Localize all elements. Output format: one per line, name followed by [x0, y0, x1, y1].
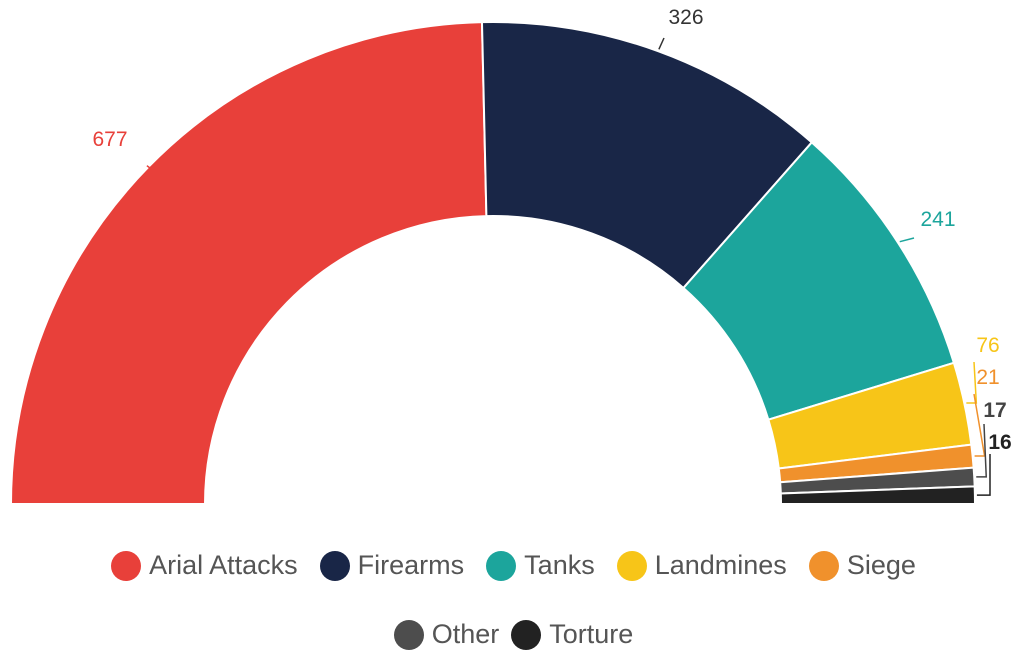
data-label-firearms: 326 — [668, 6, 703, 29]
legend-item-torture[interactable]: Torture — [511, 619, 633, 650]
data-label-landmines: 76 — [976, 334, 999, 357]
leader-line-other — [976, 423, 988, 478]
leader-line-arial-attacks — [146, 165, 151, 169]
data-label-torture: 16 — [988, 431, 1011, 454]
slice-torture[interactable] — [779, 485, 977, 505]
legend-item-tanks[interactable]: Tanks — [486, 550, 595, 581]
data-label-tanks: 241 — [920, 208, 955, 231]
leader-line-tanks — [899, 237, 915, 243]
legend-swatch-torture — [511, 619, 542, 650]
legend-row-1: Arial Attacks Firearms Tanks Landmines Siege — [0, 550, 1027, 581]
legend-swatch-other — [393, 619, 424, 650]
leader-line-firearms — [658, 37, 665, 50]
legend-label-torture: Torture — [549, 619, 634, 649]
leader-line-group — [146, 37, 991, 496]
legend-label-landmines: Landmines — [654, 550, 787, 580]
legend-item-other[interactable]: Other — [393, 619, 500, 650]
legend-label-other: Other — [431, 619, 500, 649]
leader-line-landmines — [966, 361, 978, 404]
legend-swatch-tanks — [486, 550, 517, 581]
legend-item-firearms[interactable]: Firearms — [319, 550, 465, 581]
slice-arial-attacks[interactable] — [9, 21, 488, 505]
data-label-arial-attacks: 677 — [92, 128, 127, 151]
data-label-other: 17 — [983, 399, 1006, 422]
data-label-group: 677 326 241 76 21 17 16 — [92, 6, 1011, 454]
legend-item-landmines[interactable]: Landmines — [616, 550, 787, 581]
slice-group — [9, 21, 977, 505]
legend-swatch-siege — [808, 550, 839, 581]
legend-swatch-arial-attacks — [111, 550, 142, 581]
legend-label-firearms: Firearms — [357, 550, 465, 580]
legend-label-siege: Siege — [846, 550, 916, 580]
legend-swatch-landmines — [616, 550, 647, 581]
leader-line-torture — [976, 454, 991, 496]
data-label-siege: 21 — [976, 366, 999, 389]
legend-row-2: Other Torture — [0, 619, 1027, 650]
legend-item-siege[interactable]: Siege — [808, 550, 916, 581]
legend-swatch-firearms — [319, 550, 350, 581]
legend-item-arial-attacks[interactable]: Arial Attacks — [111, 550, 298, 581]
semi-donut-chart: 677 326 241 76 21 17 16 — [9, 6, 1012, 505]
legend-label-tanks: Tanks — [524, 550, 595, 580]
legend-label-arial-attacks: Arial Attacks — [149, 550, 298, 580]
